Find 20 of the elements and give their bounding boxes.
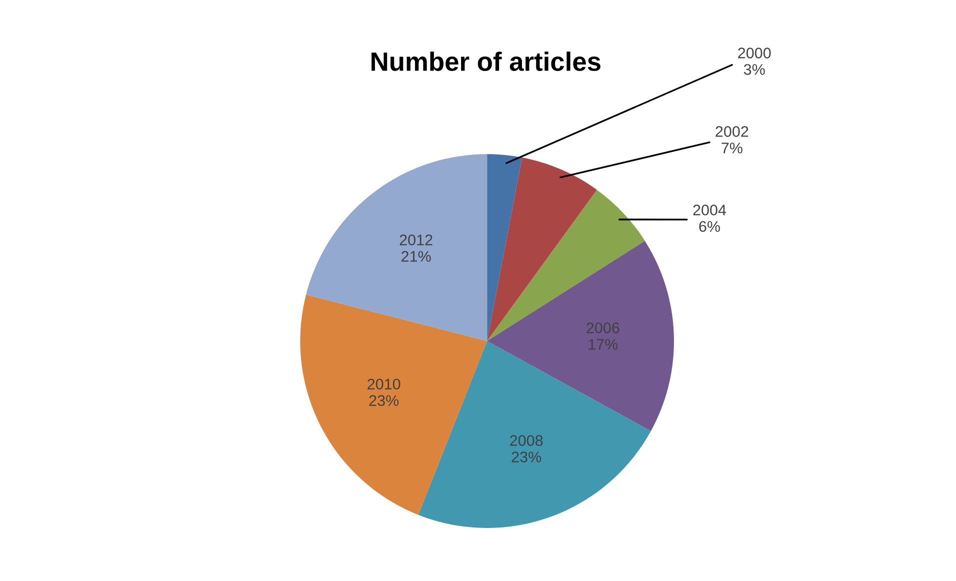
slice-label: 2012 [400,234,432,246]
pie-slice [418,341,651,528]
slice-label: 2008 [510,435,543,446]
data-label: 6% [699,221,720,232]
slice-label: 2006 [586,322,620,334]
data-label: 21% [402,250,431,262]
pie-slice [487,154,522,342]
data-label: 3% [744,64,765,75]
slice-label: 2000 [738,48,771,58]
slice-label: 2010 [368,378,400,390]
data-label: 23% [512,452,542,462]
data-label: 23% [369,395,399,406]
chart-title: Number of articles [372,52,600,71]
slice-label: 2002 [716,126,748,137]
pie-slice [306,154,488,342]
data-label: 17% [588,338,618,350]
data-label: 7% [722,142,742,154]
slice-label: 2004 [693,204,726,216]
pie-slice [300,294,488,515]
pie-slice [487,240,674,432]
